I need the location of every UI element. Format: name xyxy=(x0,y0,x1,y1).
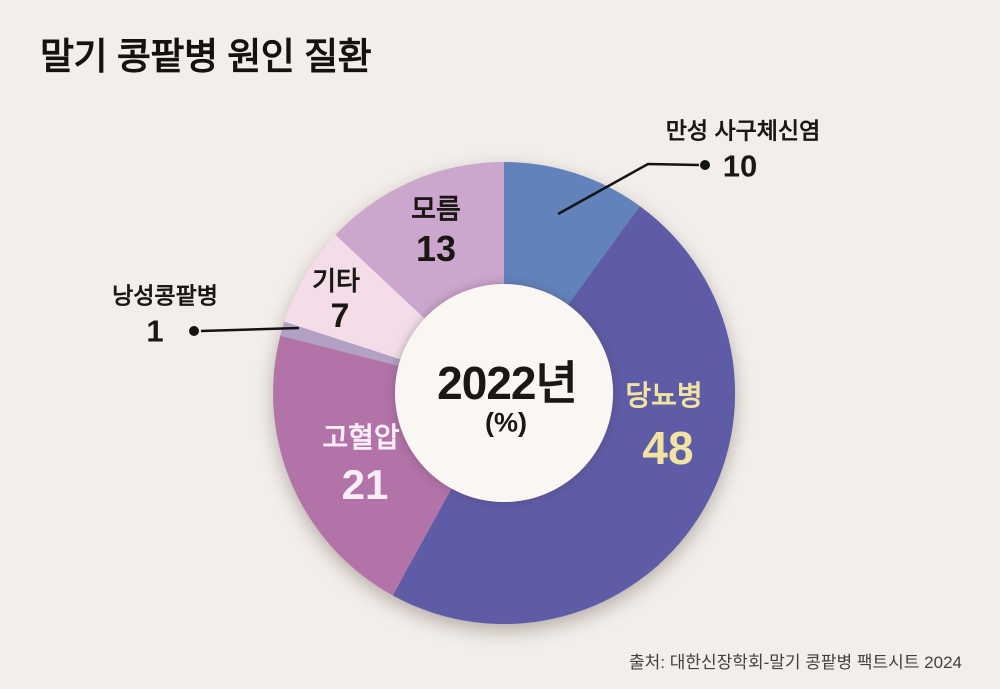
label-hypertension-name: 고혈압 xyxy=(322,422,400,453)
label-unknown-value: 13 xyxy=(415,228,457,269)
callout-annotations xyxy=(189,160,710,336)
leader-line-cystic xyxy=(200,326,300,333)
label-diabetes-value: 48 xyxy=(642,422,694,474)
label-hypertension-value: 21 xyxy=(341,461,389,508)
leader-dot-cystic xyxy=(189,326,199,336)
donut-slice-5 xyxy=(284,234,425,360)
label-cystic-value: 1 xyxy=(146,313,164,349)
page-title: 말기 콩팥병 원인 질환 xyxy=(40,36,372,77)
donut-slice-2 xyxy=(392,206,736,625)
center-year-label: 2022년 xyxy=(437,357,578,409)
label-diabetes-name: 당뇨병 xyxy=(625,380,703,411)
label-unknown-name: 모름 xyxy=(411,194,461,225)
center-unit-label: (%) xyxy=(485,407,527,438)
leader-dot-glomerulonephritis xyxy=(700,160,710,170)
donut-slices-group xyxy=(273,162,736,625)
label-other-name: 기타 xyxy=(312,266,360,296)
donut-center-hole xyxy=(395,284,613,502)
donut-slice-6 xyxy=(335,162,504,319)
donut-slice-3 xyxy=(273,335,452,596)
leader-line-glomerulonephritis xyxy=(557,162,700,216)
source-note: 출처: 대한신장학회-말기 콩팥병 팩트시트 2024 xyxy=(629,653,962,672)
label-other-value: 7 xyxy=(330,297,350,335)
label-glomerulonephritis-name: 만성 사구체신염 xyxy=(665,117,821,144)
donut-slice-1 xyxy=(504,162,640,305)
label-cystic-name: 낭성콩팥병 xyxy=(112,282,218,309)
label-glomerulonephritis-value: 10 xyxy=(722,148,758,184)
donut-slice-4 xyxy=(280,321,401,366)
